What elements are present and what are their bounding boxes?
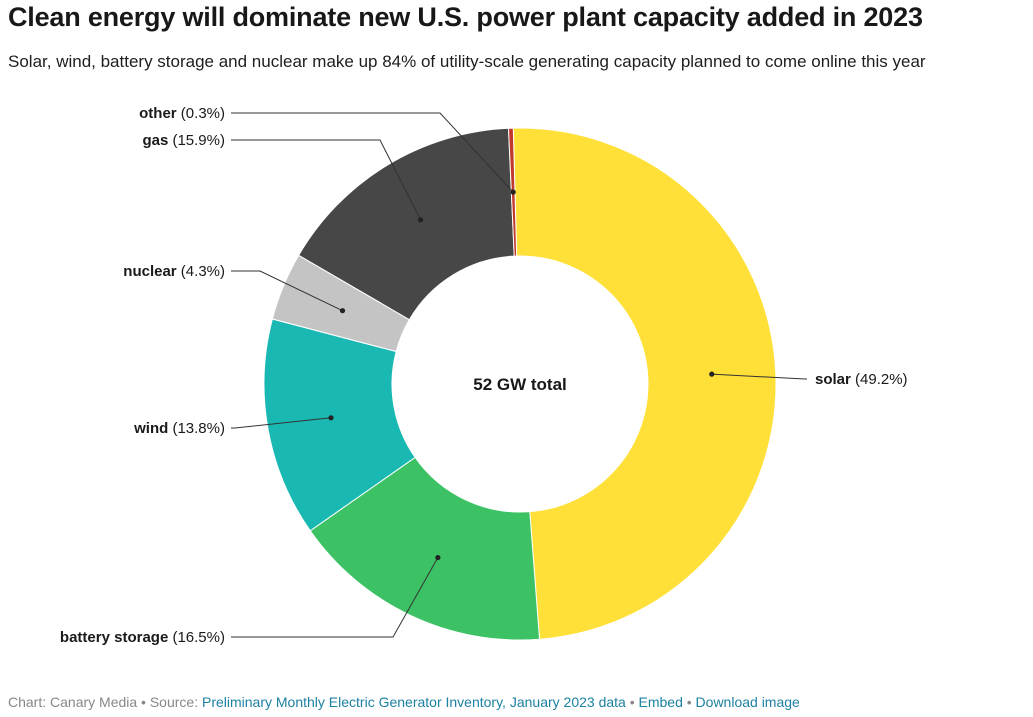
slice-label-solar: solar (49.2%): [815, 371, 908, 388]
source-link[interactable]: Preliminary Monthly Electric Generator I…: [201, 694, 626, 710]
embed-link[interactable]: Embed: [638, 694, 683, 710]
slice-label-gas: gas (15.9%): [142, 132, 225, 149]
leader-line-gas: [231, 139, 421, 220]
leader-dot-solar: [709, 371, 715, 377]
slice-label-other: other (0.3%): [139, 105, 225, 122]
slice-label-name: gas: [142, 132, 168, 149]
leader-line-solar: [711, 373, 807, 380]
slice-label-battery-storage: battery storage (16.5%): [60, 629, 225, 646]
slice-label-nuclear: nuclear (4.3%): [123, 263, 225, 280]
footer-separator: •: [625, 694, 639, 710]
slice-battery-storage[interactable]: [309, 456, 541, 641]
leader-dot-gas: [417, 217, 424, 223]
slice-gas[interactable]: [298, 127, 515, 321]
leader-line-battery-storage: [231, 557, 439, 638]
slice-label-value: (16.5%): [168, 629, 225, 646]
slice-wind[interactable]: [263, 318, 416, 532]
slice-label-wind: wind (13.8%): [133, 420, 225, 437]
leader-dot-battery-storage: [435, 554, 441, 561]
slice-solar[interactable]: [512, 127, 777, 640]
slice-label-value: (0.3%): [177, 105, 225, 122]
slice-label-value: (13.8%): [168, 420, 225, 437]
slice-label-value: (4.3%): [177, 263, 225, 280]
slice-labels: solar (49.2%) battery storage (16.5%) wind…: [60, 105, 908, 646]
leader-line-other: [231, 112, 514, 193]
slice-label-name: wind: [133, 420, 168, 437]
label-leader-lines: [231, 112, 807, 638]
leader-dot-other: [510, 189, 516, 195]
chart-title: Clean energy will dominate new U.S. powe…: [8, 2, 923, 32]
footer-credit: Chart: Canary Media • Source:: [8, 694, 202, 710]
leader-dot-nuclear: [339, 308, 346, 314]
chart-footer: Chart: Canary Media • Source: Preliminar…: [8, 694, 800, 710]
download-image-link[interactable]: Download image: [695, 694, 800, 710]
slice-label-name: solar: [815, 371, 851, 388]
slice-label-name: battery storage: [60, 629, 168, 646]
slice-label-name: nuclear: [123, 263, 177, 280]
slice-label-value: (15.9%): [168, 132, 225, 149]
leader-dot-wind: [328, 415, 334, 421]
chart-subtitle: Solar, wind, battery storage and nuclear…: [8, 52, 926, 71]
slice-label-name: other: [139, 105, 177, 122]
donut-center-label: 52 GW total: [473, 375, 567, 394]
leader-line-nuclear: [231, 270, 343, 312]
slice-label-value: (49.2%): [851, 371, 908, 388]
donut-slices: [263, 127, 777, 641]
leader-line-wind: [231, 417, 332, 429]
footer-separator: •: [682, 694, 696, 710]
